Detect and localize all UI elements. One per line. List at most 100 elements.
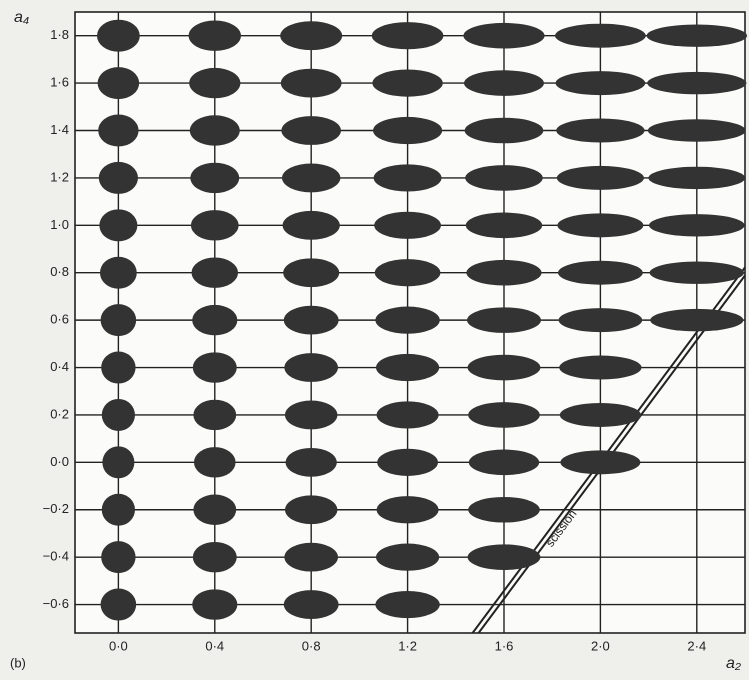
nuclear-shape	[99, 209, 137, 241]
nuclear-shape	[101, 352, 135, 384]
y-axis-label: a₄	[14, 9, 29, 26]
nuclear-shape	[373, 117, 442, 144]
nuclear-shape	[193, 400, 236, 430]
y-tick-label: 0·0	[50, 454, 69, 469]
nuclear-shape	[464, 70, 544, 96]
nuclear-shape	[374, 212, 441, 239]
nuclear-shape	[468, 497, 540, 523]
y-tick-label: −0·4	[43, 549, 69, 564]
nuclear-shape	[97, 20, 140, 52]
y-tick-label: 1·2	[50, 169, 69, 184]
nuclear-shape	[377, 449, 438, 476]
nuclear-shape	[102, 494, 135, 526]
y-tick-label: −0·6	[43, 596, 69, 611]
nuclear-shape	[281, 116, 341, 145]
nuclear-shape	[374, 164, 442, 191]
nuclear-shape	[375, 591, 439, 618]
nuclear-shape	[556, 71, 646, 95]
y-tick-label: 1·0	[50, 217, 69, 232]
nuclear-shape	[557, 166, 644, 190]
nuclear-shape	[559, 356, 641, 380]
nuclear-shape	[286, 448, 337, 477]
nuclear-shape	[467, 307, 541, 333]
nuclear-shape	[560, 450, 640, 474]
nuclear-shape	[189, 21, 241, 51]
nuclear-shape	[101, 304, 137, 336]
x-axis-label: a₂	[726, 655, 741, 672]
nuclear-shape	[99, 162, 138, 194]
nuclear-shape	[102, 399, 135, 431]
nuclear-shape	[372, 22, 444, 49]
x-tick-label: 2·4	[687, 638, 706, 653]
nuclear-shape	[194, 447, 236, 477]
y-tick-label: 1·4	[50, 122, 69, 137]
nuclear-shape	[191, 210, 239, 240]
nuclear-shape	[193, 542, 237, 572]
nuclear-shape	[647, 72, 746, 94]
nuclear-shape	[466, 260, 541, 286]
nuclear-shape	[283, 211, 340, 240]
nuclear-shape	[560, 403, 641, 427]
nuclear-shape	[375, 259, 441, 286]
nuclear-shape	[468, 544, 541, 570]
nuclear-shape	[558, 261, 643, 285]
y-tick-label: 0·2	[50, 406, 69, 421]
nuclear-shape	[649, 214, 745, 236]
nuclear-shape	[465, 165, 543, 191]
nuclear-shape	[465, 118, 544, 144]
y-tick-label: 0·8	[50, 264, 69, 279]
nuclear-shape	[377, 401, 439, 428]
nuclear-shape	[101, 589, 137, 621]
nuclear-shape	[193, 495, 236, 525]
nuclear-shape	[283, 258, 339, 287]
y-tick-label: 1·8	[50, 27, 69, 42]
nuclear-shape	[557, 213, 643, 237]
nuclear-shape	[193, 352, 237, 382]
y-tick-label: 0·4	[50, 359, 69, 374]
nuclear-shape	[192, 305, 237, 335]
nuclear-shape	[101, 541, 135, 573]
nuclear-shape	[648, 119, 746, 141]
nuclear-shape	[555, 24, 646, 48]
nuclear-shape	[650, 262, 744, 284]
y-tick-label: 1·6	[50, 75, 69, 90]
nuclear-shape	[192, 258, 238, 288]
nuclear-shape	[648, 167, 745, 189]
nuclear-shape	[284, 306, 339, 335]
nuclear-shape	[463, 23, 544, 49]
nuclear-shape	[372, 70, 442, 97]
nuclear-shape	[192, 589, 237, 619]
y-tick-label: −0·2	[43, 501, 69, 516]
x-tick-label: 0·8	[302, 638, 321, 653]
nuclear-shape	[285, 495, 337, 524]
nuclear-shape	[284, 590, 339, 619]
nuclear-shape	[190, 163, 239, 193]
chart: a₄ a₂ (b) 0·00·40·81·21·62·02·41·81·61·4…	[0, 0, 749, 680]
nuclear-shape	[98, 67, 140, 99]
nuclear-shape	[468, 355, 541, 381]
y-tick-label: 0·6	[50, 312, 69, 327]
x-tick-label: 1·2	[398, 638, 417, 653]
nuclear-shape	[100, 257, 137, 289]
panel-label: (b)	[10, 655, 26, 670]
nuclear-shape	[469, 450, 539, 476]
nuclear-shape	[284, 353, 338, 382]
nuclear-shape	[650, 309, 743, 331]
nuclear-shape	[375, 307, 439, 334]
nuclear-shape	[376, 354, 439, 381]
nuclear-shape	[282, 164, 340, 193]
nuclear-shape	[285, 401, 337, 430]
x-tick-label: 0·4	[205, 638, 224, 653]
nuclear-shape	[556, 119, 644, 143]
nuclear-shape	[102, 446, 134, 478]
nuclear-shape	[559, 308, 643, 332]
x-tick-label: 1·6	[495, 638, 514, 653]
nuclear-shape	[98, 115, 138, 147]
nuclear-shape	[190, 115, 240, 145]
x-tick-label: 0·0	[109, 638, 128, 653]
nuclear-shape	[284, 543, 338, 572]
nuclear-shape	[468, 402, 540, 428]
nuclear-shape	[376, 544, 439, 571]
nuclear-shape	[281, 69, 342, 98]
nuclear-shape	[466, 213, 542, 239]
